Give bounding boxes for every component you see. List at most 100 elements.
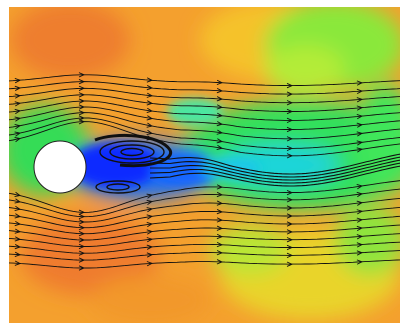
region-light-green-top <box>265 45 345 95</box>
region-orange-bottom <box>90 275 210 323</box>
streamline-arrow <box>78 213 86 220</box>
streamline-arrow <box>356 140 364 146</box>
streamline-lower-2 <box>9 197 400 223</box>
region-light-green-bottom <box>210 225 290 275</box>
region-green-bottom <box>335 205 400 275</box>
streamline-arrow <box>286 261 294 267</box>
streamline-arrow <box>356 191 364 198</box>
streamline-arrow <box>78 257 86 263</box>
streamline-arrow <box>146 229 154 235</box>
streamline-arrow <box>146 199 154 206</box>
streamline-arrow <box>216 200 224 206</box>
streamline-upper-5 <box>9 106 400 130</box>
streamline-arrow <box>356 217 364 223</box>
streamline-arrow <box>356 242 364 248</box>
streamline-arrow <box>78 250 86 256</box>
streamline-arrow <box>356 113 364 120</box>
streamline-arrow <box>216 209 224 215</box>
streamline-arrow <box>356 131 364 137</box>
streamline-arrow <box>356 200 364 206</box>
wake-streamline-3 <box>149 162 400 184</box>
streamline-arrow <box>286 221 294 227</box>
streamline-lower-8 <box>9 250 400 261</box>
streamline-arrow <box>216 138 224 144</box>
region-orange-top-left <box>10 7 130 80</box>
streamline-arrow <box>78 72 86 78</box>
streamline-arrow <box>146 115 154 121</box>
streamline-arrow <box>78 209 86 215</box>
streamline-arrow <box>286 153 294 159</box>
wake-streamline-1 <box>149 156 400 178</box>
streamline-arrow <box>216 104 224 110</box>
streamline-upper-8 <box>9 121 400 157</box>
vortex-lower-inner <box>106 183 130 191</box>
streamline-lower-5 <box>9 224 400 241</box>
streamline-arrow <box>146 237 154 243</box>
streamline-arrow <box>356 259 364 265</box>
wake-streamline-0 <box>149 153 400 175</box>
streamline-upper-0 <box>9 74 400 87</box>
streamline-arrow <box>286 108 294 115</box>
streamline-arrow <box>78 231 86 237</box>
streamline-arrow <box>146 261 154 267</box>
streamlines <box>9 72 400 271</box>
streamline-upper-1 <box>9 81 400 95</box>
streamline-arrow <box>216 241 224 248</box>
streamline-arrow <box>78 79 86 85</box>
streamline-lower-0 <box>9 180 400 213</box>
streamline-arrow <box>216 144 224 150</box>
streamline-lower-3 <box>9 207 400 229</box>
streamline-arrow <box>356 80 364 86</box>
streamline-arrow <box>14 137 22 143</box>
streamline-arrow <box>286 252 294 259</box>
streamline-arrow <box>146 193 154 199</box>
streamline-arrow <box>14 108 22 115</box>
streamline-arrow <box>286 197 294 203</box>
streamline-arrow <box>216 191 224 198</box>
streamline-arrow <box>216 250 224 256</box>
streamline-arrow <box>356 105 364 111</box>
streamline-arrow <box>286 126 294 133</box>
wake-streamline-4 <box>149 165 400 187</box>
streamline-arrow <box>78 265 86 271</box>
vortex-upper-inner <box>120 147 144 157</box>
streamline-arrow <box>286 189 294 196</box>
streamline-arrow <box>14 213 22 219</box>
streamline-arrow <box>286 244 294 251</box>
streamline-arrow <box>78 110 86 116</box>
streamline-arrow <box>286 145 294 152</box>
vortex-lower-outer <box>95 180 141 194</box>
streamline-upper-6 <box>9 112 400 140</box>
streamline-arrow <box>356 147 364 153</box>
streamline-arrow <box>216 225 224 231</box>
streamline-lower-7 <box>9 241 400 254</box>
streamline-lower-4 <box>9 215 400 235</box>
streamline-lower-6 <box>9 233 400 247</box>
vortex-upper-mid <box>109 144 155 160</box>
streamline-lower-9 <box>9 259 400 269</box>
streamline-arrow <box>146 252 154 258</box>
streamline-upper-3 <box>9 94 400 112</box>
streamline-arrow <box>146 85 154 91</box>
streamline-arrow <box>78 225 86 231</box>
streamline-arrow <box>146 214 154 220</box>
streamline-arrow <box>216 121 224 127</box>
streamline-arrow <box>216 129 224 135</box>
streamline-arrow <box>216 184 224 190</box>
streamline-arrow <box>286 100 294 106</box>
streamline-arrow <box>286 117 294 124</box>
streamline-arrow <box>286 229 294 235</box>
streamline-arrow <box>216 233 224 240</box>
vortex-upper-outer <box>99 140 165 164</box>
streamline-arrow <box>14 93 22 99</box>
streamline-arrow <box>146 221 154 228</box>
streamline-arrow <box>78 243 86 250</box>
streamline-arrow <box>286 136 294 142</box>
streamline-arrow <box>14 236 22 242</box>
recirculation-vortices <box>94 133 173 194</box>
streamline-arrow <box>14 198 22 204</box>
streamline-arrow <box>216 96 224 102</box>
vortex-upper-dense <box>94 133 173 168</box>
